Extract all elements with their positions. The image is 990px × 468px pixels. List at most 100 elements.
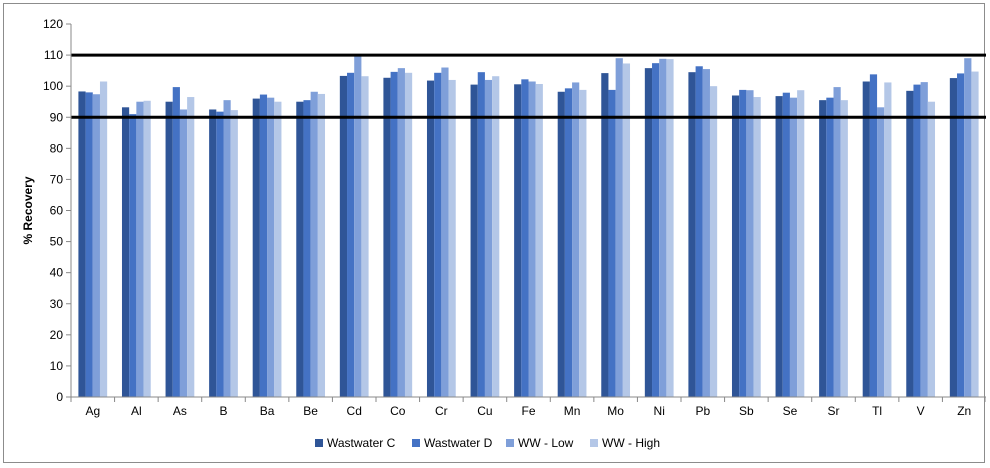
x-tick-label-cu: Cu — [477, 404, 492, 418]
bar-be-series-3 — [310, 91, 318, 398]
bar-al-series-1 — [121, 107, 130, 397]
y-tick-label: 60 — [50, 204, 64, 218]
bar-tl-series-4 — [884, 82, 892, 397]
bar-as-series-2 — [172, 87, 180, 397]
bar-b-series-1 — [209, 109, 217, 398]
legend: Wastwater C Wastwater D WW - Low WW - High — [315, 436, 660, 450]
bar-cr-series-1 — [426, 80, 435, 398]
x-tick-label-pb: Pb — [695, 404, 710, 418]
x-tick-label-sb: Sb — [739, 404, 754, 418]
bar-sb-series-2 — [739, 89, 747, 397]
chart-frame: 0 10 20 30 40 50 60 70 80 90 100 110 120 Ag Al As B Ba Be… — [3, 3, 986, 463]
bar-cr-series-3 — [441, 67, 449, 397]
bar-se-series-4 — [797, 90, 805, 398]
bar-tl-series-2 — [869, 74, 878, 397]
y-tick-label: 50 — [50, 235, 64, 249]
bar-ag-series-3 — [92, 94, 100, 397]
bar-cu-series-3 — [484, 79, 493, 397]
bar-sr-series-1 — [819, 100, 827, 397]
x-tick-label-cd: Cd — [347, 404, 362, 418]
bar-cd-series-4 — [361, 76, 369, 397]
bar-mn-series-4 — [579, 89, 587, 397]
x-tick-label-tl: Tl — [872, 404, 882, 418]
x-tick-label-zn: Zn — [957, 404, 971, 418]
x-tick-label-cr: Cr — [435, 404, 448, 418]
bar-ni-series-1 — [644, 68, 653, 397]
bar-mn-series-1 — [557, 91, 565, 398]
legend-label-1: Wastwater C — [327, 436, 396, 450]
bar-zn-series-1 — [949, 78, 958, 398]
y-tick-label: 20 — [50, 328, 64, 342]
legend-label-4: WW - High — [602, 436, 660, 450]
bar-cr-series-2 — [434, 72, 442, 397]
bar-mn-series-2 — [564, 88, 573, 397]
reference-lines — [71, 53, 986, 119]
legend-swatch-2 — [412, 439, 420, 447]
bar-mn-series-3 — [572, 82, 580, 397]
bar-zn-series-3 — [964, 58, 972, 398]
bar-tl-series-1 — [862, 81, 870, 398]
legend-swatch-4 — [590, 439, 598, 447]
bar-cd-series-2 — [347, 72, 355, 397]
bars — [78, 55, 979, 398]
x-tick-label-sr: Sr — [828, 404, 840, 418]
y-tick-label: 100 — [43, 79, 63, 93]
bar-fe-series-2 — [521, 79, 529, 397]
y-tick-label: 10 — [50, 359, 64, 373]
y-axis-title: % Recovery — [21, 176, 35, 244]
legend-label-2: Wastwater D — [424, 436, 493, 450]
legend-label-3: WW - Low — [518, 436, 574, 450]
y-tick-label: 110 — [44, 48, 63, 62]
bar-sb-series-1 — [731, 95, 740, 397]
bar-cd-series-3 — [354, 55, 362, 397]
bar-as-series-4 — [187, 97, 195, 397]
y-tick-label: 40 — [50, 266, 64, 280]
x-tick-label-ni: Ni — [654, 404, 665, 418]
bar-pb-series-4 — [709, 86, 718, 398]
bar-cu-series-1 — [470, 84, 478, 398]
y-tick-label: 30 — [50, 297, 64, 311]
bar-b-series-4 — [230, 110, 238, 397]
bar-sr-series-2 — [826, 97, 834, 397]
x-axis-ticks: Ag Al As B Ba Be Cd Co Cr Cu Fe Mn Mo Ni Pb Sb Se Sr Tl V Zn — [70, 397, 986, 418]
bar-be-series-4 — [317, 93, 326, 397]
y-tick-label: 90 — [50, 110, 64, 124]
bar-ni-series-3 — [659, 58, 667, 398]
bar-ag-series-2 — [85, 92, 93, 397]
y-tick-label: 0 — [56, 390, 63, 404]
bar-ba-series-2 — [259, 94, 268, 397]
x-tick-label-mn: Mn — [564, 404, 581, 418]
bar-cd-series-1 — [339, 75, 348, 397]
axes — [70, 24, 986, 398]
bar-b-series-3 — [223, 100, 231, 397]
legend-swatch-1 — [315, 439, 323, 447]
bar-se-series-1 — [775, 96, 783, 397]
bar-v-series-4 — [927, 101, 936, 397]
bar-ni-series-2 — [652, 63, 660, 397]
bar-se-series-2 — [782, 92, 790, 398]
bar-zn-series-2 — [957, 73, 965, 398]
bar-v-series-1 — [906, 90, 914, 398]
bar-b-series-2 — [216, 111, 224, 397]
y-tick-label: 80 — [50, 141, 64, 155]
bar-ag-series-4 — [99, 81, 108, 398]
bar-fe-series-3 — [528, 81, 536, 398]
x-tick-label-se: Se — [783, 404, 798, 418]
bar-be-series-2 — [303, 100, 311, 397]
bar-pb-series-3 — [702, 69, 710, 397]
x-tick-label-mo: Mo — [607, 404, 624, 418]
bar-tl-series-3 — [877, 107, 885, 397]
x-tick-label-v: V — [917, 404, 925, 418]
bar-pb-series-1 — [688, 72, 696, 397]
bar-co-series-1 — [383, 77, 391, 397]
x-tick-label-ag: Ag — [85, 404, 100, 418]
bar-be-series-1 — [296, 101, 304, 397]
bar-as-series-1 — [165, 101, 173, 397]
bar-as-series-3 — [179, 109, 188, 398]
x-tick-label-al: Al — [131, 404, 142, 418]
bar-mo-series-4 — [622, 63, 631, 398]
bar-v-series-2 — [913, 84, 921, 398]
bar-se-series-3 — [789, 97, 798, 397]
bar-sb-series-4 — [753, 97, 761, 397]
bar-ag-series-1 — [78, 91, 86, 397]
